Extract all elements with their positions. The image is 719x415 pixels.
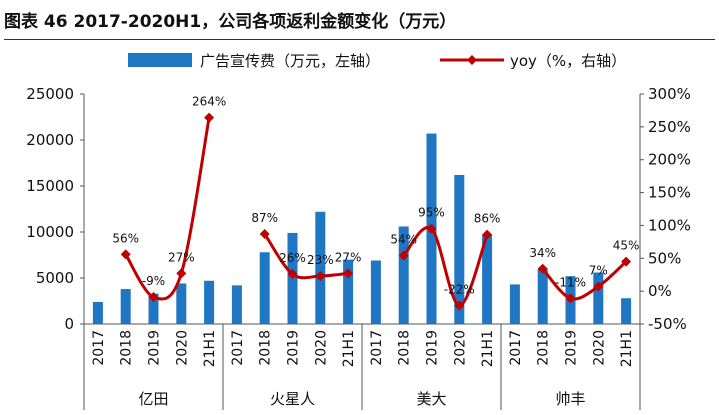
yoy-data-label: -11% <box>555 275 586 289</box>
x-tick-label: 21H1 <box>341 330 357 367</box>
y-left-tick-label: 0 <box>64 315 74 333</box>
y-right-tick-label: 50% <box>648 249 681 267</box>
y-left-tick-label: 25000 <box>26 85 74 103</box>
y-left-tick-label: 20000 <box>26 131 74 149</box>
yoy-line <box>402 225 489 308</box>
group-label: 帅丰 <box>555 390 585 408</box>
y-left-tick-label: 5000 <box>36 269 74 287</box>
x-tick-label: 2018 <box>258 330 274 366</box>
yoy-line <box>124 117 211 301</box>
bar <box>120 289 131 324</box>
y-right-tick-label: 200% <box>648 151 691 169</box>
bar <box>454 174 465 324</box>
yoy-marker <box>287 269 298 280</box>
legend-swatch-bar <box>128 53 192 67</box>
yoy-data-label: 26% <box>279 251 306 265</box>
x-tick-label: 2020 <box>591 330 607 366</box>
x-tick-label: 2019 <box>425 330 441 366</box>
x-tick-label: 2017 <box>369 330 385 366</box>
yoy-marker <box>315 271 326 282</box>
group-label: 美大 <box>416 390 446 408</box>
yoy-marker <box>482 229 493 240</box>
bar <box>176 283 187 324</box>
bar <box>593 272 604 324</box>
bar <box>621 298 632 324</box>
bar <box>148 293 159 324</box>
yoy-data-label: 27% <box>335 250 362 264</box>
y-right-tick-label: 300% <box>648 85 691 103</box>
yoy-marker <box>120 249 131 260</box>
legend-label-line: yoy（%，右轴） <box>510 52 626 70</box>
x-tick-label: 2020 <box>313 330 329 366</box>
bar <box>204 280 215 324</box>
yoy-data-label: 87% <box>251 211 278 225</box>
legend-label-bar: 广告宣传费（万元，左轴） <box>200 52 380 70</box>
yoy-data-label: -9% <box>142 274 165 288</box>
yoy-marker <box>204 112 215 123</box>
yoy-line <box>541 260 628 301</box>
yoy-marker <box>259 228 270 239</box>
yoy-marker <box>426 223 437 234</box>
x-tick-label: 2018 <box>536 330 552 366</box>
x-tick-label: 2017 <box>508 330 524 366</box>
bar <box>92 301 103 324</box>
yoy-data-label: 56% <box>112 231 139 245</box>
yoy-data-label: 23% <box>307 253 334 267</box>
yoy-data-label: 34% <box>529 246 556 260</box>
yoy-line <box>263 233 349 280</box>
yoy-marker <box>176 268 187 279</box>
group-label: 亿田 <box>138 390 168 408</box>
y-right-tick-label: 0% <box>648 282 672 300</box>
yoy-marker <box>565 293 576 304</box>
bar <box>370 260 381 324</box>
yoy-marker <box>454 300 465 311</box>
yoy-data-label: 45% <box>613 239 640 253</box>
x-tick-label: 2019 <box>147 330 163 366</box>
bar <box>315 211 326 324</box>
x-tick-label: 2017 <box>230 330 246 366</box>
bar <box>537 268 548 324</box>
x-tick-label: 2020 <box>452 330 468 366</box>
y-right-tick-label: -50% <box>648 315 687 333</box>
yoy-data-label: -22% <box>444 283 475 297</box>
yoy-data-label: 86% <box>474 212 501 226</box>
x-tick-label: 2018 <box>397 330 413 366</box>
yoy-data-label: 54% <box>390 233 417 247</box>
bar <box>343 259 354 324</box>
legend-swatch-marker <box>467 55 477 65</box>
yoy-marker <box>537 263 548 274</box>
y-left-tick-label: 15000 <box>26 177 74 195</box>
yoy-data-label: 27% <box>168 250 195 264</box>
x-tick-label: 21H1 <box>619 330 635 367</box>
group-label: 火星人 <box>270 390 315 408</box>
x-tick-label: 2019 <box>564 330 580 366</box>
bar <box>398 226 409 324</box>
bar <box>509 284 520 324</box>
yoy-data-label: 7% <box>589 264 608 278</box>
x-tick-label: 2018 <box>119 330 135 366</box>
y-right-tick-label: 150% <box>648 184 691 202</box>
x-tick-label: 2020 <box>174 330 190 366</box>
yoy-data-label: 264% <box>192 95 226 109</box>
bar <box>482 234 493 324</box>
yoy-data-label: 95% <box>418 206 445 220</box>
y-right-tick-label: 250% <box>648 118 691 136</box>
y-left-tick-label: 10000 <box>26 223 74 241</box>
x-tick-label: 2019 <box>286 330 302 366</box>
yoy-marker <box>343 268 354 279</box>
yoy-marker <box>398 250 409 261</box>
bar <box>259 252 270 324</box>
figure-title: 图表 46 2017-2020H1，公司各项返利金额变化（万元） <box>4 4 715 40</box>
bar <box>231 285 242 324</box>
yoy-marker <box>621 256 632 267</box>
x-tick-label: 21H1 <box>202 330 218 367</box>
yoy-marker <box>593 281 604 292</box>
y-right-tick-label: 100% <box>648 216 691 234</box>
x-tick-label: 21H1 <box>480 330 496 367</box>
x-tick-label: 2017 <box>91 330 107 366</box>
yoy-marker <box>148 292 159 303</box>
